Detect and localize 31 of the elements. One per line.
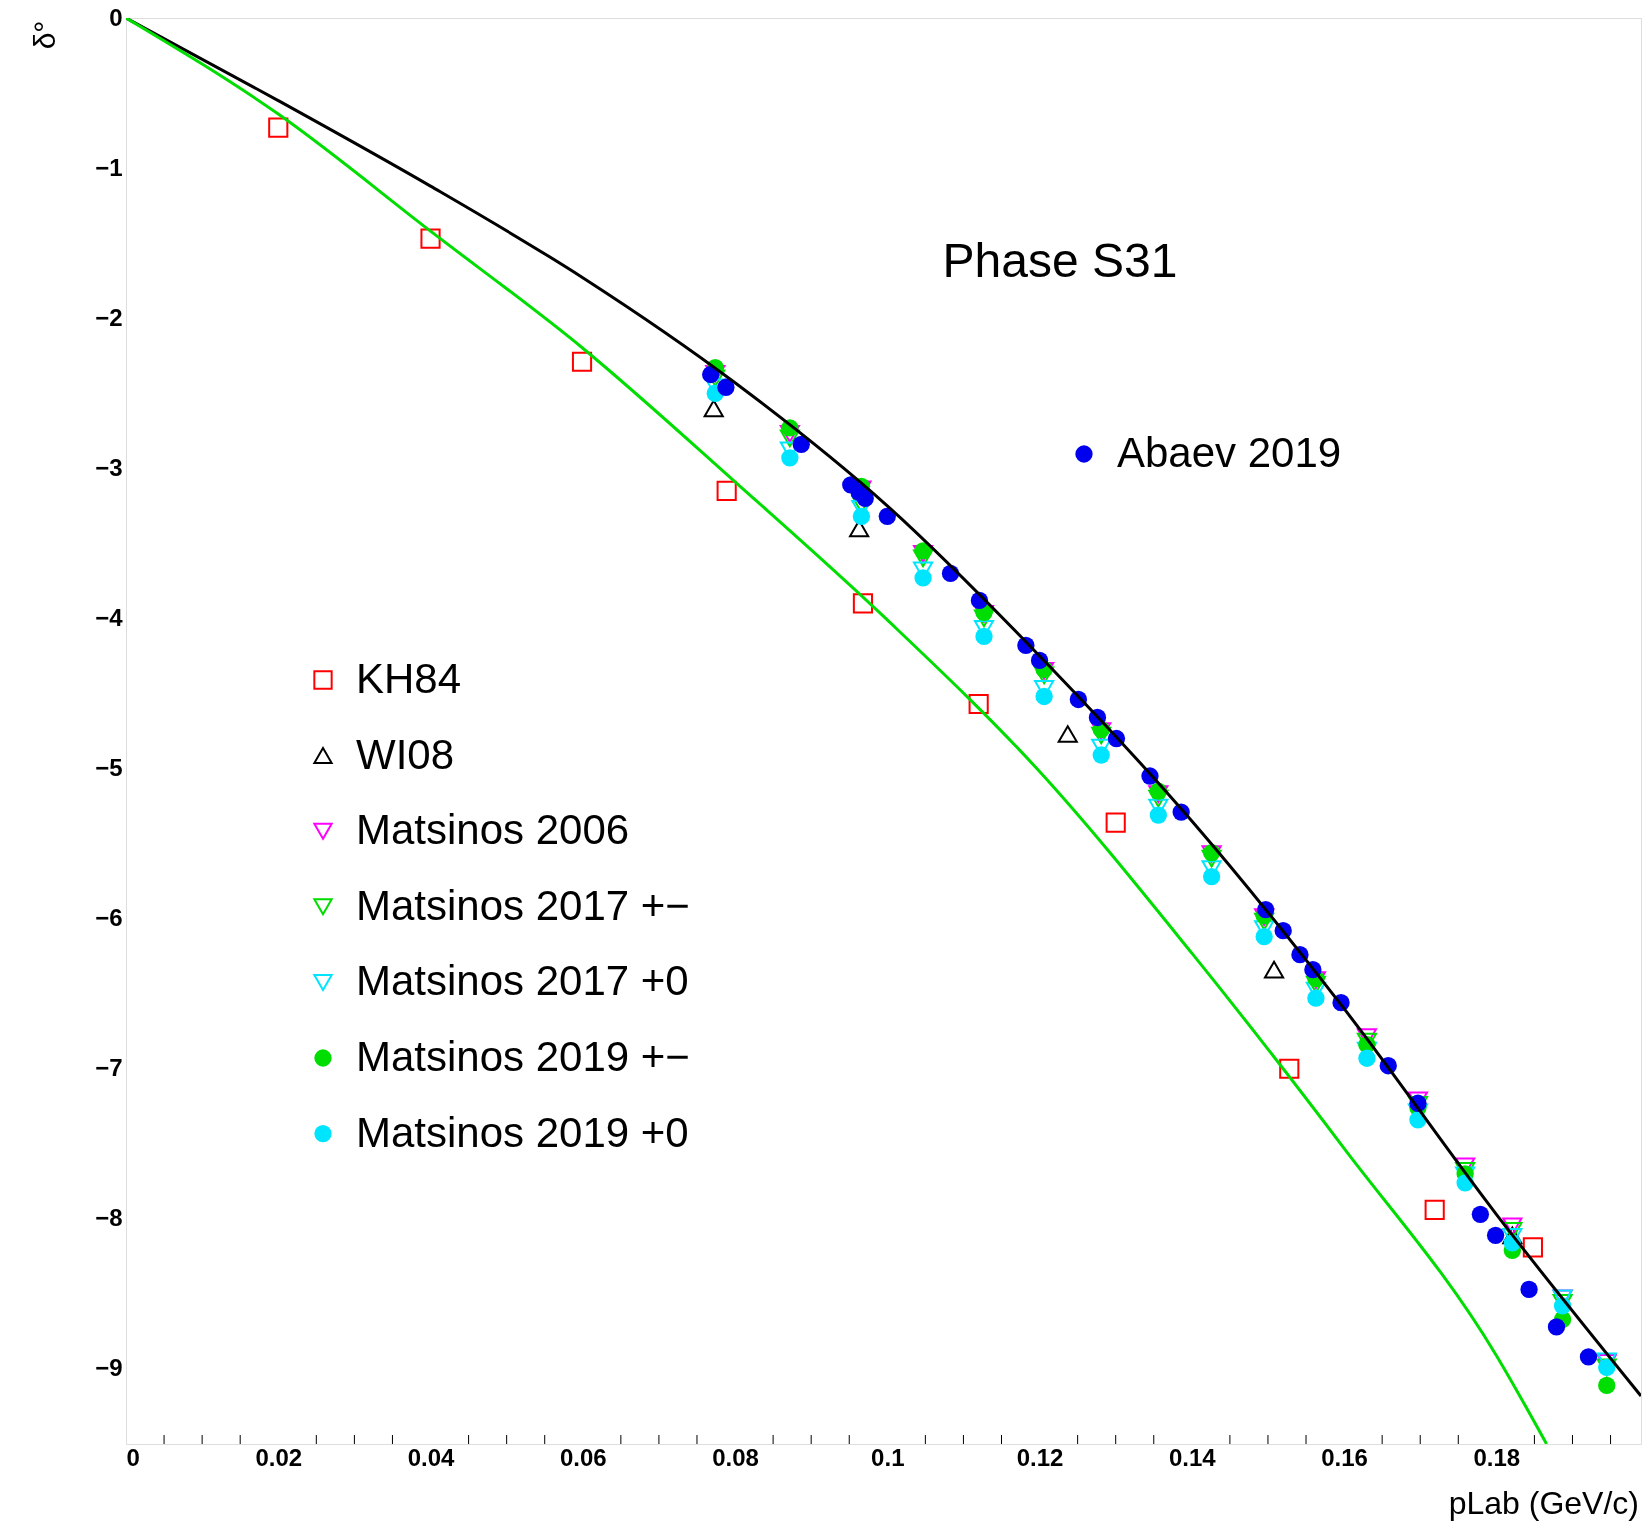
y-tick-label: 0 (109, 3, 123, 31)
y-tick-label: −7 (95, 1054, 123, 1082)
x-axis-title: pLab (GeV/c) (1448, 1485, 1639, 1521)
legend-label: WI08 (356, 730, 455, 778)
x-tick-label: 0 (126, 1443, 140, 1471)
y-tick-label: −2 (95, 303, 123, 331)
legend-label: Matsinos 2006 (356, 806, 630, 854)
x-tick-label: 0.04 (407, 1443, 456, 1471)
x-tick-label: 0.16 (1321, 1443, 1368, 1471)
y-tick-label: −5 (95, 754, 123, 782)
x-tick-label: 0.02 (255, 1443, 303, 1471)
y-tick-label: −3 (95, 453, 123, 481)
legend-label: Abaev 2019 (1117, 429, 1342, 476)
y-tick-label: −9 (95, 1354, 123, 1382)
legend-label: Matsinos 2019 +− (356, 1033, 690, 1080)
legend-label: Matsinos 2017 +− (356, 881, 690, 929)
x-tick-label: 0.18 (1473, 1443, 1521, 1471)
x-tick-label: 0.14 (1168, 1443, 1217, 1471)
legend-label: Matsinos 2019 +0 (356, 1108, 689, 1156)
x-tick-label: 0.12 (1016, 1443, 1064, 1471)
legend-label: Matsinos 2017 +0 (356, 957, 689, 1005)
x-tick-label: 0.06 (559, 1443, 607, 1471)
y-tick-label: −6 (95, 904, 123, 932)
text: Phase S31 (942, 234, 1178, 287)
y-axis-title: δ° (28, 20, 61, 50)
y-tick-label: −1 (95, 153, 123, 181)
y-tick-label: −4 (95, 603, 124, 631)
x-tick-label: 0.1 (871, 1443, 905, 1471)
legend-label: KH84 (356, 655, 462, 702)
y-tick-label: −8 (95, 1204, 123, 1232)
x-tick-label: 0.08 (712, 1443, 759, 1471)
